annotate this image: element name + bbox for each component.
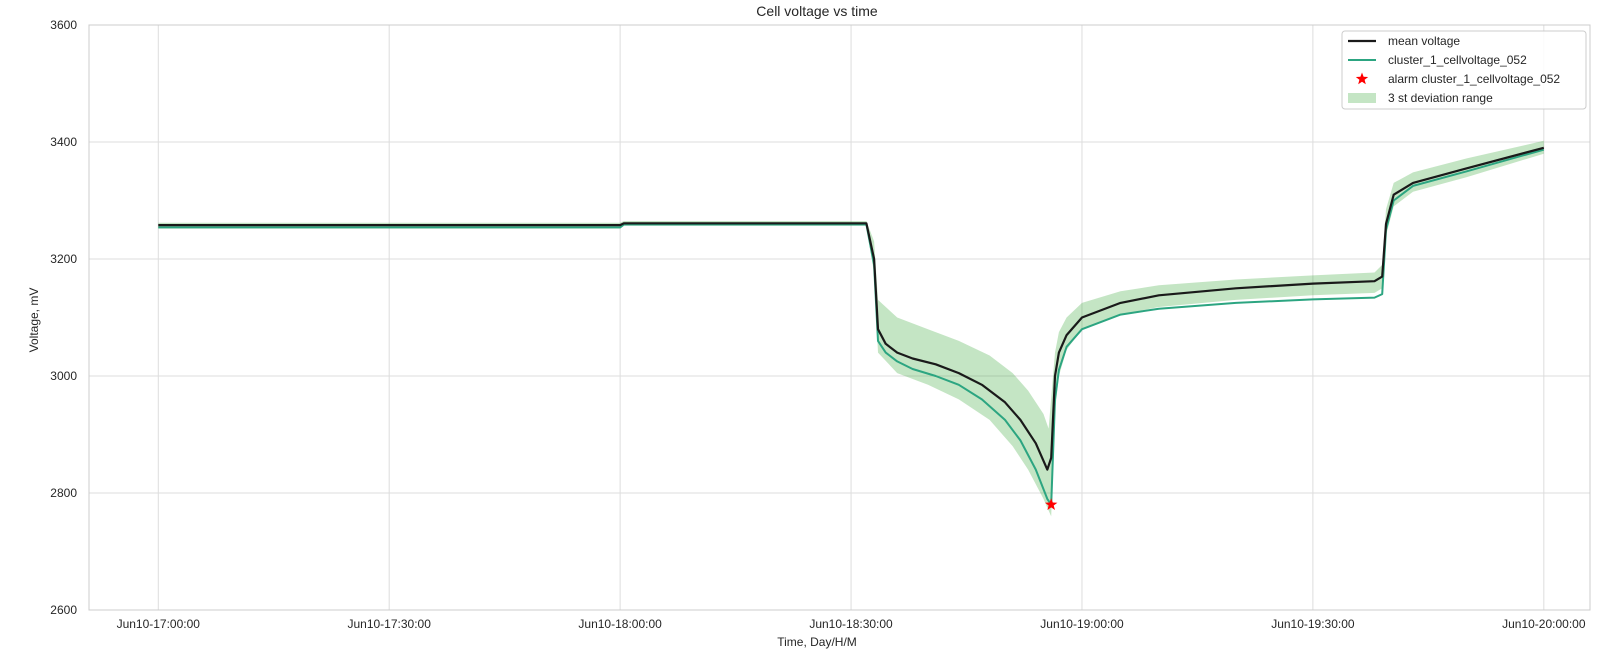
legend-band-swatch	[1348, 93, 1376, 103]
legend-band-label: 3 st deviation range	[1388, 91, 1493, 105]
legend: mean voltage cluster_1_cellvoltage_052ala…	[1341, 30, 1587, 110]
y-tick-label: 3600	[50, 18, 77, 32]
x-tick-label: Jun10-20:00:00	[1502, 617, 1586, 631]
chart-title: Cell voltage vs time	[756, 3, 878, 19]
x-tick-label: Jun10-19:30:00	[1271, 617, 1355, 631]
y-tick-label: 3200	[50, 252, 77, 266]
deviation-band	[158, 140, 1544, 517]
x-tick-label: Jun10-18:30:00	[809, 617, 893, 631]
y-tick-label: 2600	[50, 603, 77, 617]
plot-area: 2600 2800 3000 3200 3400 3600 Jun10-17:00:00 Ju…	[50, 18, 1591, 631]
x-tick-label: Jun10-19:00:00	[1040, 617, 1124, 631]
y-axis-label: Voltage, mV	[27, 288, 41, 353]
alarm-marker	[1045, 498, 1058, 510]
axes-frame	[88, 24, 1591, 611]
y-tick-label: 3000	[50, 369, 77, 383]
legend-box	[1341, 30, 1587, 110]
y-tick-label: 3400	[50, 135, 77, 149]
legend-alarm-label: alarm cluster_1_cellvoltage_052	[1388, 72, 1560, 86]
legend-alarm-star	[1355, 72, 1369, 85]
cell-voltage-line	[158, 148, 1545, 506]
x-axis-label: Time, Day/H/M	[777, 635, 857, 649]
mean-voltage-line	[158, 146, 1545, 471]
plot-background	[89, 25, 1590, 610]
legend-cell-label: cluster_1_cellvoltage_052	[1388, 53, 1527, 67]
x-tick-label: Jun10-17:30:00	[347, 617, 431, 631]
legend-mean-label: mean voltage	[1388, 34, 1460, 48]
x-tick-label: Jun10-17:00:00	[117, 617, 201, 631]
x-tick-label: Jun10-18:00:00	[578, 617, 662, 631]
y-tick-label: 2800	[50, 486, 77, 500]
